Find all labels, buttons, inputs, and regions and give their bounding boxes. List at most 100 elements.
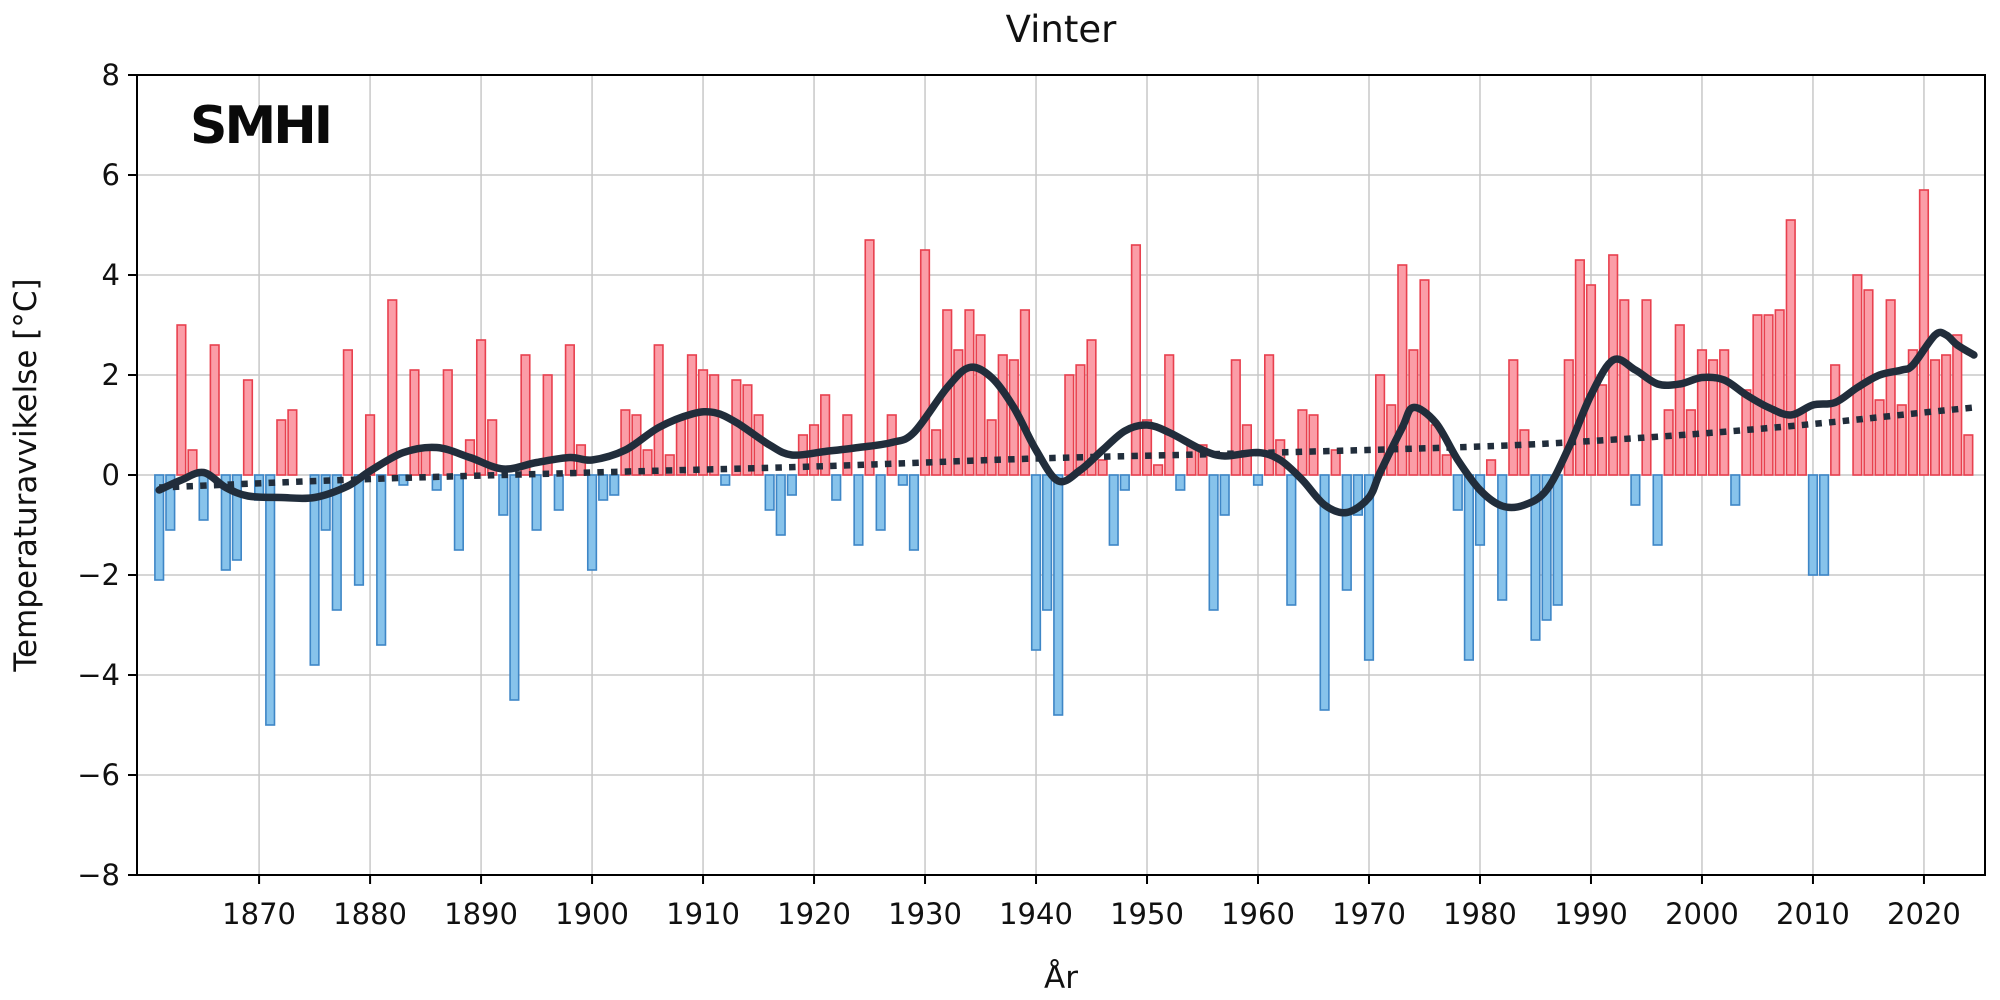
bar-1983 <box>1508 359 1519 476</box>
bar-1869 <box>242 379 254 476</box>
bar-1868 <box>231 474 242 561</box>
bar-1890 <box>475 339 487 476</box>
bar-1985 <box>1530 474 1541 641</box>
bar-1975 <box>1419 279 1430 476</box>
bar-1997 <box>1663 409 1674 476</box>
x-tick-label: 1920 <box>777 897 851 931</box>
bar-2001 <box>1707 359 1719 476</box>
x-tick-label: 1880 <box>333 897 407 931</box>
bar-1879 <box>353 474 365 586</box>
bar-1897 <box>553 474 564 511</box>
bar-2007 <box>1774 309 1785 476</box>
bar-1977 <box>1441 454 1452 476</box>
bar-1881 <box>376 474 387 646</box>
bar-1887 <box>442 369 453 476</box>
bar-1944 <box>1075 364 1086 476</box>
y-tick-label: −4 <box>77 658 120 692</box>
bar-1941 <box>1042 474 1053 611</box>
bar-1888 <box>453 474 464 551</box>
y-tick-label: 4 <box>102 258 120 292</box>
bar-1902 <box>609 474 620 496</box>
bar-1966 <box>1319 474 1330 711</box>
bar-1863 <box>176 324 187 476</box>
bar-1940 <box>1030 474 1042 651</box>
bar-1917 <box>775 474 786 536</box>
bar-1898 <box>564 344 575 476</box>
bar-1942 <box>1053 474 1064 716</box>
bar-1961 <box>1264 354 1275 476</box>
x-tick-label: 1980 <box>1443 897 1517 931</box>
bar-2005 <box>1752 314 1763 476</box>
bar-1996 <box>1652 474 1663 546</box>
bar-2006 <box>1763 314 1774 476</box>
bar-1916 <box>764 474 775 511</box>
bar-1900 <box>586 474 598 571</box>
bar-1910 <box>697 369 709 476</box>
x-tick-label: 1940 <box>999 897 1073 931</box>
bar-1939 <box>1019 309 1031 476</box>
bar-1945 <box>1086 339 1097 476</box>
bar-1921 <box>820 394 831 476</box>
bar-1948 <box>1119 474 1130 491</box>
bar-1999 <box>1685 409 1696 476</box>
bar-1991 <box>1596 384 1608 476</box>
bar-1924 <box>853 474 864 546</box>
x-tick-label: 2020 <box>1887 897 1961 931</box>
anomaly-bars <box>154 189 1974 726</box>
x-tick-label: 2010 <box>1776 897 1850 931</box>
bar-1987 <box>1552 474 1563 606</box>
bar-1930 <box>919 249 931 476</box>
bar-1895 <box>531 474 542 531</box>
bar-1912 <box>720 474 731 486</box>
bar-1928 <box>897 474 908 486</box>
bar-2016 <box>1874 399 1885 476</box>
x-tick-label: 1930 <box>888 897 962 931</box>
bar-1989 <box>1574 259 1585 476</box>
y-tick-label: −8 <box>77 858 120 892</box>
bar-2010 <box>1807 474 1819 576</box>
bar-1968 <box>1341 474 1352 591</box>
bar-2022 <box>1941 354 1952 476</box>
bar-1967 <box>1330 449 1341 476</box>
bar-1862 <box>165 474 176 531</box>
bar-1934 <box>964 309 975 476</box>
bar-1950 <box>1141 419 1153 476</box>
bar-1894 <box>520 354 531 476</box>
bar-1986 <box>1541 474 1552 621</box>
bar-1981 <box>1485 459 1497 476</box>
bar-1990 <box>1585 284 1597 476</box>
y-tick-label: 2 <box>102 358 120 392</box>
bar-1936 <box>986 419 997 476</box>
bar-1969 <box>1352 474 1364 516</box>
smhi-logo: SMHI <box>190 96 330 156</box>
bar-2011 <box>1818 474 1830 576</box>
bar-2009 <box>1796 409 1807 476</box>
bar-1931 <box>931 429 942 476</box>
axis-ticks: −8 −6 −4 −2 0 2 4 6 8 1870 1880 1890 1900 1910 1920 193… <box>77 58 1961 931</box>
bar-1875 <box>309 474 320 666</box>
x-tick-label: 1960 <box>1221 897 1295 931</box>
x-tick-label: 1890 <box>444 897 518 931</box>
x-tick-label: 1950 <box>1110 897 1184 931</box>
bar-1960 <box>1252 474 1264 486</box>
bar-2018 <box>1896 404 1907 476</box>
bar-2002 <box>1719 349 1730 476</box>
bar-1973 <box>1397 264 1408 476</box>
bar-1865 <box>198 474 209 521</box>
y-tick-label: −6 <box>77 758 120 792</box>
bar-1872 <box>276 419 287 476</box>
bar-2023 <box>1952 334 1963 476</box>
bar-1980 <box>1474 474 1486 546</box>
bar-1903 <box>620 409 631 476</box>
bar-1918 <box>786 474 797 496</box>
bar-1901 <box>598 474 609 501</box>
bar-2017 <box>1885 299 1896 476</box>
bar-1867 <box>220 474 231 571</box>
x-tick-label: 1990 <box>1554 897 1628 931</box>
bar-1963 <box>1286 474 1297 606</box>
bar-2003 <box>1730 474 1741 506</box>
bar-1929 <box>908 474 920 551</box>
bar-1984 <box>1519 429 1530 476</box>
bar-1951 <box>1153 464 1164 476</box>
